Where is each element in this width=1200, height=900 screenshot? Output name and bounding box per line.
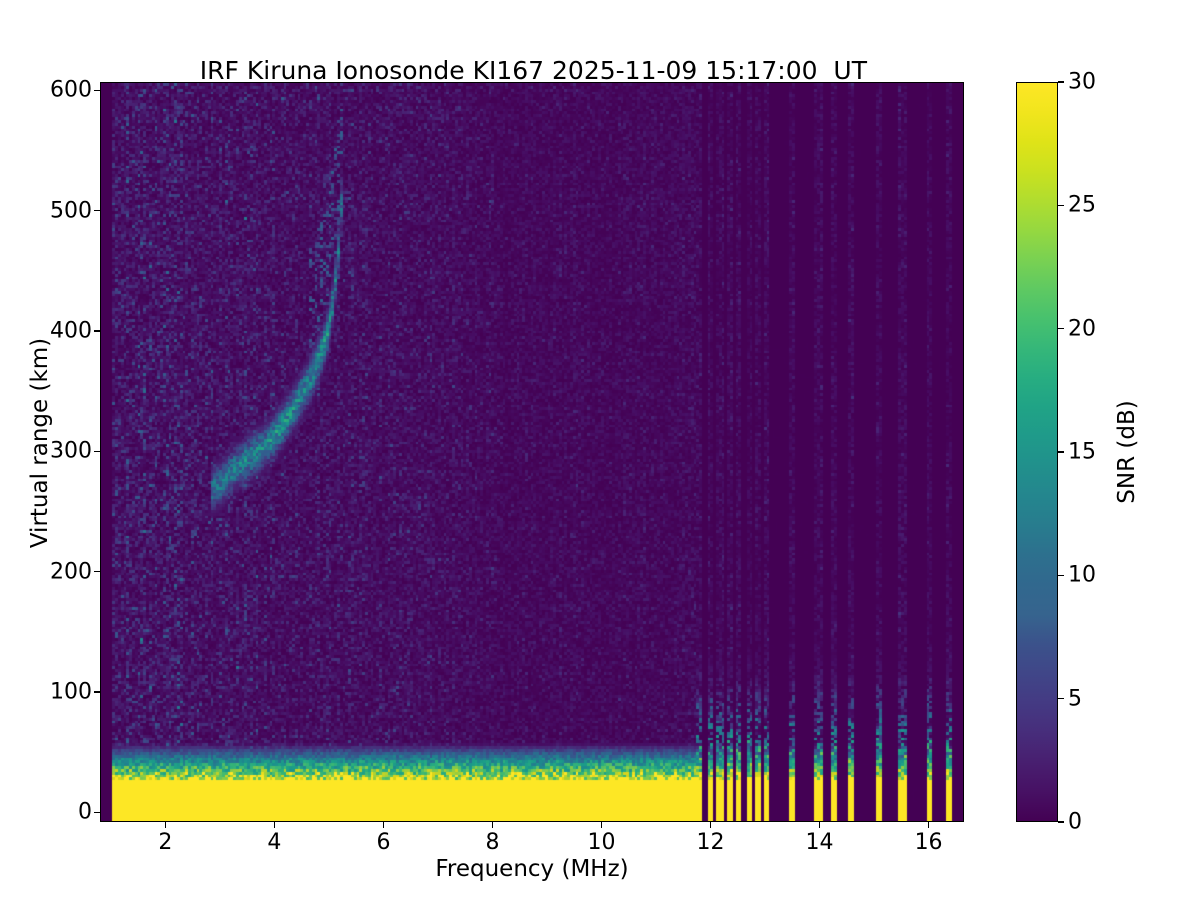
x-tick-label: 2 xyxy=(158,830,173,855)
x-axis-title: Frequency (MHz) xyxy=(435,856,629,882)
colorbar-tick xyxy=(1058,451,1064,453)
colorbar-tick-label: 15 xyxy=(1068,439,1096,465)
x-tick xyxy=(164,822,167,828)
colorbar-tick xyxy=(1058,821,1064,823)
colorbar-tick-label: 0 xyxy=(1068,809,1082,835)
ionogram-heatmap-canvas xyxy=(101,83,963,821)
x-tick-label: 8 xyxy=(485,830,500,855)
figure-title-line1: IRF Kiruna Ionosonde KI167 2025-11-09 15… xyxy=(199,56,868,85)
x-tick-label: 4 xyxy=(267,830,282,855)
y-tick xyxy=(94,210,100,212)
x-tick-label: 14 xyxy=(805,830,834,855)
y-tick-label: 100 xyxy=(50,679,92,705)
x-tick xyxy=(600,822,603,828)
colorbar-tick-label: 20 xyxy=(1068,316,1096,342)
y-tick-label: 500 xyxy=(50,198,92,224)
x-tick xyxy=(273,822,276,828)
colorbar-title-wrap: SNR (dB) xyxy=(1112,82,1142,822)
colorbar-tick-label: 30 xyxy=(1068,69,1096,95)
x-tick xyxy=(382,822,385,828)
y-tick-label: 300 xyxy=(50,438,92,464)
colorbar-title: SNR (dB) xyxy=(1114,400,1140,504)
colorbar xyxy=(1016,82,1058,822)
colorbar-tick xyxy=(1058,204,1064,207)
y-tick xyxy=(94,571,100,573)
x-tick-label: 6 xyxy=(376,830,391,855)
y-tick xyxy=(94,450,100,453)
x-tick xyxy=(491,822,494,828)
x-axis-tick-labels: 2 4 6 8 10 12 14 16 xyxy=(100,830,964,860)
ionogram-plot-area xyxy=(100,82,964,822)
y-tick-label: 600 xyxy=(50,77,92,103)
colorbar-tick-label: 5 xyxy=(1068,686,1082,712)
y-tick-label: 400 xyxy=(50,318,92,344)
colorbar-tick xyxy=(1058,81,1064,83)
colorbar-tick-label: 25 xyxy=(1068,192,1096,218)
y-tick-label: 0 xyxy=(78,799,92,825)
y-tick xyxy=(94,811,100,814)
colorbar-tick xyxy=(1058,327,1064,330)
x-tick-label: 12 xyxy=(696,830,725,855)
colorbar-tick xyxy=(1058,697,1064,700)
y-axis-title: Virtual range (km) xyxy=(27,337,53,549)
x-tick xyxy=(709,822,712,828)
y-tick-label: 200 xyxy=(50,559,92,585)
y-tick xyxy=(94,89,100,92)
colorbar-tick-label: 10 xyxy=(1068,562,1096,588)
y-tick xyxy=(94,691,100,693)
x-tick-label: 16 xyxy=(914,830,943,855)
x-tick-label: 10 xyxy=(587,830,616,855)
x-tick xyxy=(818,822,821,828)
y-tick xyxy=(94,330,100,332)
y-axis-tick-labels: 0 100 200 300 400 500 600 xyxy=(0,78,92,825)
colorbar-tick xyxy=(1058,574,1064,577)
x-tick xyxy=(927,822,930,828)
